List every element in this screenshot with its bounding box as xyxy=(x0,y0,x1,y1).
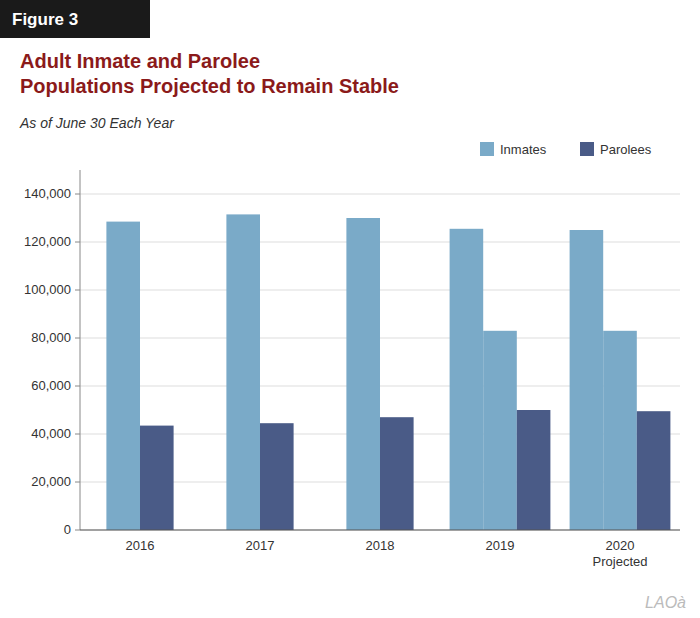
bar xyxy=(226,214,260,530)
legend-swatch xyxy=(480,142,494,156)
figure-label: Figure 3 xyxy=(12,10,78,29)
y-tick-label: 40,000 xyxy=(31,426,71,441)
y-tick-label: 120,000 xyxy=(24,234,71,249)
legend-label: Parolees xyxy=(600,142,652,157)
y-grid xyxy=(80,194,680,530)
bar xyxy=(106,222,140,530)
x-tick-label: 2020Projected xyxy=(593,538,648,569)
bar xyxy=(517,410,551,530)
x-tick-label: 2017 xyxy=(246,538,275,553)
title: Adult Inmate and ParoleePopulations Proj… xyxy=(20,50,399,97)
bar xyxy=(450,229,484,530)
subtitle: As of June 30 Each Year xyxy=(19,115,175,131)
watermark: LAOà xyxy=(645,594,686,611)
y-tick xyxy=(75,434,80,435)
chart: Figure 3 LAOà Adult Inmate and ParoleePopu… xyxy=(0,0,700,618)
x-tick-label: 2016 xyxy=(126,538,155,553)
bars xyxy=(106,214,670,530)
y-tick-label: 100,000 xyxy=(24,282,71,297)
y-tick xyxy=(75,482,80,483)
bar xyxy=(380,417,414,530)
bar xyxy=(570,230,604,530)
grid-line xyxy=(80,194,680,195)
y-tick-label: 0 xyxy=(64,522,71,537)
bar xyxy=(637,411,671,530)
bar xyxy=(140,426,174,530)
bar xyxy=(603,331,637,530)
bar xyxy=(346,218,380,530)
y-tick xyxy=(75,242,80,243)
y-tick xyxy=(75,338,80,339)
grid-line xyxy=(80,530,680,531)
y-tick xyxy=(75,194,80,195)
bar xyxy=(260,423,294,530)
legend: Inmates Parolees xyxy=(480,142,652,157)
figure-badge xyxy=(0,0,150,38)
y-tick-label: 60,000 xyxy=(31,378,71,393)
x-tick-label: 2018 xyxy=(366,538,395,553)
bar xyxy=(483,331,517,530)
y-axis xyxy=(80,170,81,530)
y-tick xyxy=(75,530,80,531)
y-tick-label: 20,000 xyxy=(31,474,71,489)
legend-label: Inmates xyxy=(500,142,547,157)
x-tick-label: 2019 xyxy=(486,538,515,553)
y-tick xyxy=(75,290,80,291)
y-tick-label: 80,000 xyxy=(31,330,71,345)
x-axis xyxy=(80,529,680,530)
y-tick xyxy=(75,386,80,387)
legend-swatch xyxy=(580,142,594,156)
y-tick-label: 140,000 xyxy=(24,186,71,201)
